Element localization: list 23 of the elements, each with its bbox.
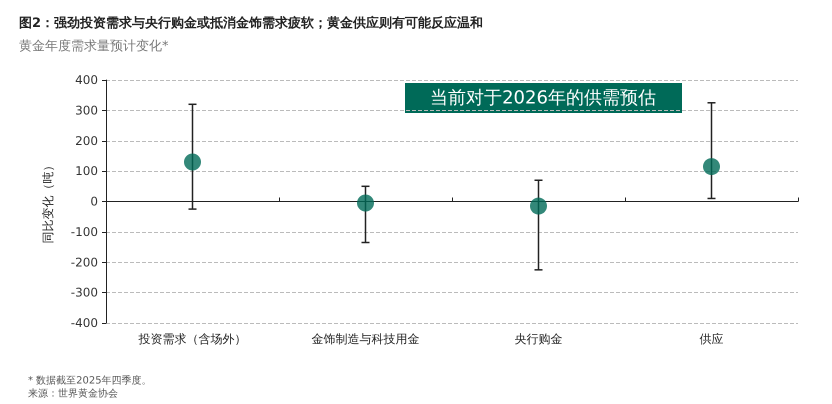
x-tick-label: 投资需求（含场外） (138, 332, 246, 346)
point (530, 198, 547, 215)
y-tick-label: -300 (70, 286, 98, 300)
y-tick-label: -100 (70, 224, 98, 239)
chart-subtitle: 黄金年度需求量预计变化* (19, 38, 169, 54)
chart-title: 图2：强劲投资需求与央行购金或抵消金饰需求疲软；黄金供应则有可能反应温和 (19, 15, 484, 31)
x-tick-label: 金饰制造与科技用金 (312, 332, 420, 346)
text: * 数据截至2025年四季度。 (28, 374, 152, 386)
annotation: 当前对于2026年的供需预估 (430, 88, 656, 108)
y-tick-label: 200 (75, 134, 98, 148)
y-tick-label: 300 (75, 103, 98, 118)
y-tick-label: -200 (70, 255, 98, 270)
x-tick-label: 央行购金 (514, 332, 562, 346)
y-tick-label: 0 (90, 194, 98, 208)
point (703, 158, 720, 176)
point (357, 194, 374, 212)
x-tick-label: 供应 (700, 332, 724, 346)
point (184, 154, 201, 171)
y-tick-label: 100 (75, 164, 98, 178)
source-note: 来源：世界黄金协会 (28, 388, 118, 400)
y-axis-title: 同比变化（吨） (41, 160, 55, 244)
y-tick-label: -400 (70, 316, 98, 330)
y-tick-label: 400 (75, 73, 98, 87)
